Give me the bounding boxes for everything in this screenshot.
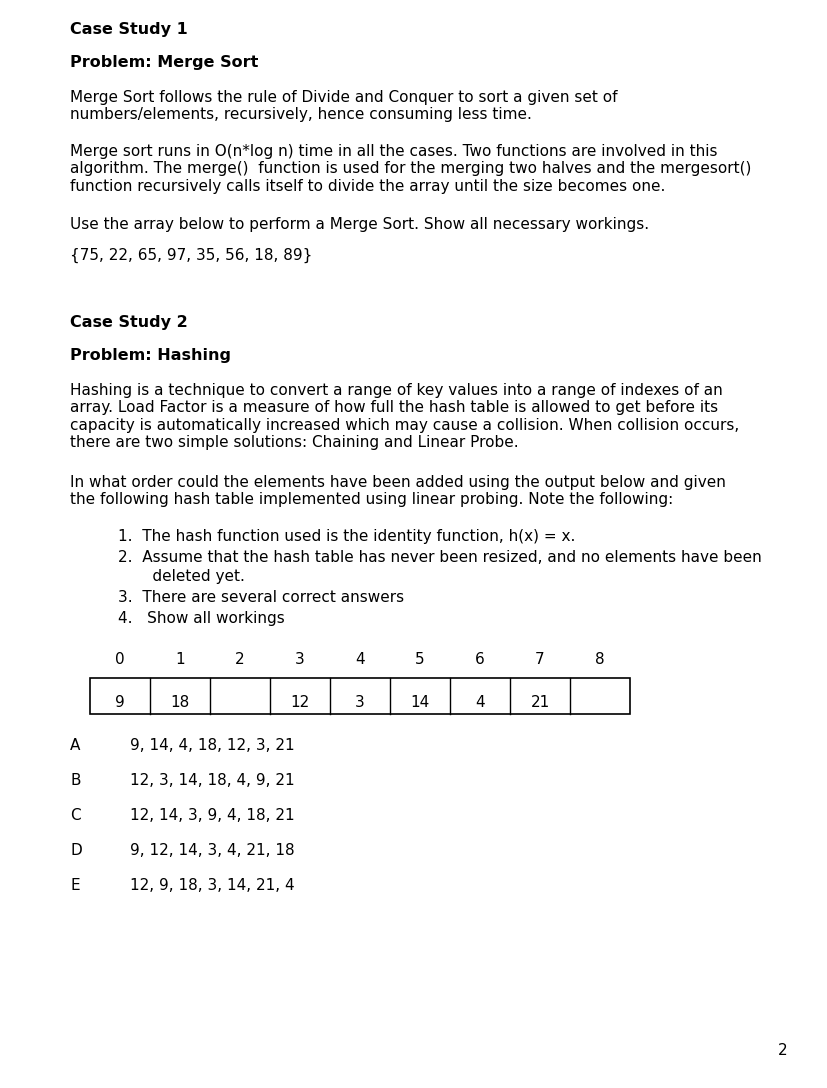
Text: Case Study 1: Case Study 1 — [70, 22, 188, 37]
Text: Use the array below to perform a Merge Sort. Show all necessary workings.: Use the array below to perform a Merge S… — [70, 217, 648, 232]
Text: 2: 2 — [235, 652, 245, 667]
Text: 5: 5 — [414, 652, 424, 667]
Text: 14: 14 — [410, 695, 429, 710]
Text: Merge sort runs in O(n*log n) time in all the cases. Two functions are involved : Merge sort runs in O(n*log n) time in al… — [70, 144, 750, 194]
Text: 12, 14, 3, 9, 4, 18, 21: 12, 14, 3, 9, 4, 18, 21 — [130, 808, 294, 823]
Text: D: D — [70, 843, 82, 858]
Text: Problem: Merge Sort: Problem: Merge Sort — [70, 55, 258, 70]
Text: {75, 22, 65, 97, 35, 56, 18, 89}: {75, 22, 65, 97, 35, 56, 18, 89} — [70, 248, 312, 263]
Text: 2.  Assume that the hash table has never been resized, and no elements have been: 2. Assume that the hash table has never … — [118, 551, 761, 565]
Text: 6: 6 — [475, 652, 485, 667]
Text: 3.  There are several correct answers: 3. There are several correct answers — [118, 590, 404, 605]
Text: 21: 21 — [530, 695, 549, 710]
Text: Hashing is a technique to convert a range of key values into a range of indexes : Hashing is a technique to convert a rang… — [70, 383, 739, 450]
Text: 1.  The hash function used is the identity function, h(x) = x.: 1. The hash function used is the identit… — [118, 529, 575, 544]
Text: 1: 1 — [175, 652, 184, 667]
Text: 9, 14, 4, 18, 12, 3, 21: 9, 14, 4, 18, 12, 3, 21 — [130, 738, 294, 753]
Text: 9: 9 — [115, 695, 125, 710]
Text: 0: 0 — [115, 652, 125, 667]
Bar — [90, 678, 629, 714]
Text: E: E — [70, 878, 79, 893]
Text: 9, 12, 14, 3, 4, 21, 18: 9, 12, 14, 3, 4, 21, 18 — [130, 843, 294, 858]
Text: 4: 4 — [355, 652, 365, 667]
Text: In what order could the elements have been added using the output below and give: In what order could the elements have be… — [70, 475, 725, 507]
Text: deleted yet.: deleted yet. — [128, 569, 245, 584]
Text: Case Study 2: Case Study 2 — [70, 316, 188, 330]
Text: 12: 12 — [290, 695, 309, 710]
Text: 4.   Show all workings: 4. Show all workings — [118, 611, 284, 626]
Text: 18: 18 — [170, 695, 189, 710]
Text: A: A — [70, 738, 80, 753]
Text: 12, 9, 18, 3, 14, 21, 4: 12, 9, 18, 3, 14, 21, 4 — [130, 878, 294, 893]
Text: 3: 3 — [294, 652, 304, 667]
Text: Problem: Hashing: Problem: Hashing — [70, 348, 231, 363]
Text: 2: 2 — [777, 1043, 787, 1058]
Text: 8: 8 — [595, 652, 604, 667]
Text: 4: 4 — [475, 695, 485, 710]
Text: 7: 7 — [534, 652, 544, 667]
Text: 3: 3 — [355, 695, 365, 710]
Text: B: B — [70, 772, 80, 788]
Text: 12, 3, 14, 18, 4, 9, 21: 12, 3, 14, 18, 4, 9, 21 — [130, 772, 294, 788]
Text: Merge Sort follows the rule of Divide and Conquer to sort a given set of
numbers: Merge Sort follows the rule of Divide an… — [70, 90, 617, 123]
Text: C: C — [70, 808, 80, 823]
